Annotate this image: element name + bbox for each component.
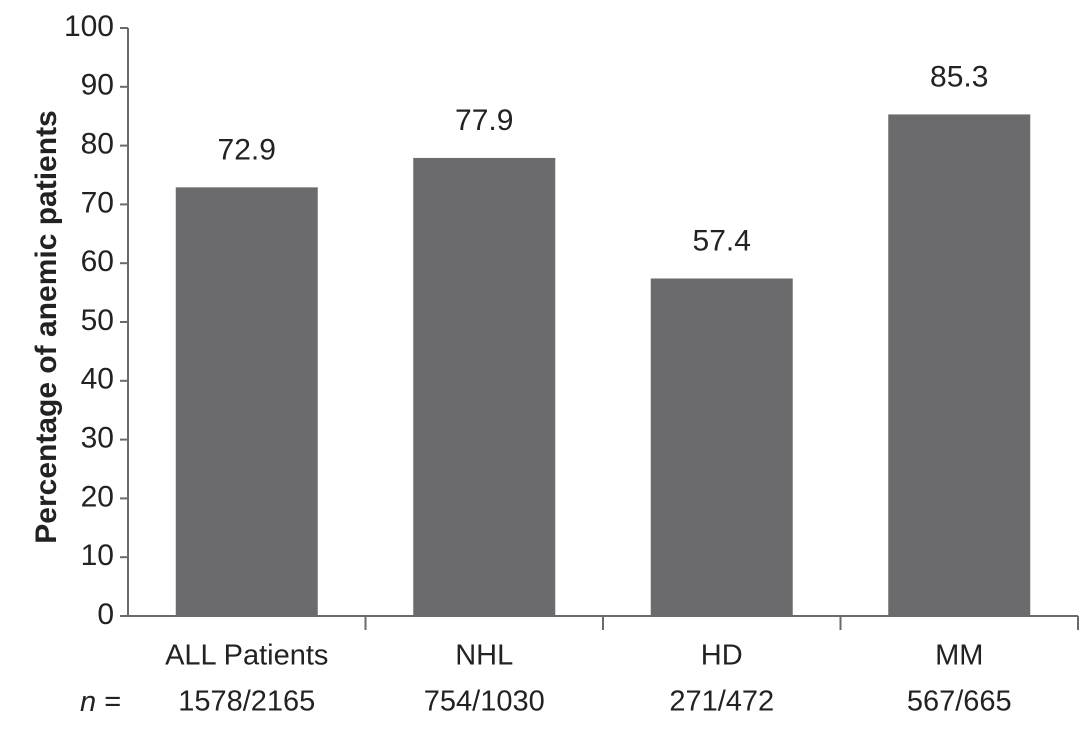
bar xyxy=(175,187,318,616)
y-axis: 0 10 20 30 40 50 60 70 80 90 100 xyxy=(64,10,129,631)
x-axis xyxy=(128,615,1079,630)
n-value-label: 271/472 xyxy=(669,686,774,718)
data-label: 85.3 xyxy=(930,60,988,93)
y-axis-title: Percentage of anemic patients xyxy=(30,110,63,543)
y-tick-label: 70 xyxy=(81,186,114,219)
bar xyxy=(650,278,793,616)
x-tick-label: ALL Patients xyxy=(165,640,328,672)
data-label: 57.4 xyxy=(693,224,751,257)
n-prefix-var: n xyxy=(80,686,96,718)
x-tick-label: HD xyxy=(701,640,743,672)
n-row: n = 1578/2165 754/1030 271/472 567/665 xyxy=(80,686,1012,718)
y-tick-label: 40 xyxy=(81,363,114,396)
y-tick-label: 80 xyxy=(81,128,114,161)
y-tick-label: 60 xyxy=(81,245,114,278)
y-tick-label: 0 xyxy=(97,598,114,631)
y-tick-label: 20 xyxy=(81,480,114,513)
n-prefix-eq: = xyxy=(96,686,121,718)
x-tick-label: MM xyxy=(935,640,983,672)
data-label: 72.9 xyxy=(218,133,276,166)
category-labels: ALL Patients NHL HD MM xyxy=(165,640,983,672)
y-tick-label: 10 xyxy=(81,539,114,572)
n-value-label: 1578/2165 xyxy=(178,686,315,718)
bars xyxy=(175,114,1031,616)
data-label: 77.9 xyxy=(455,104,513,137)
n-prefix: n = xyxy=(80,686,121,718)
n-value-label: 754/1030 xyxy=(424,686,545,718)
y-tick-label: 30 xyxy=(81,422,114,455)
y-tick-label: 90 xyxy=(81,69,114,102)
y-tick-label: 50 xyxy=(81,304,114,337)
y-axis-title-group: Percentage of anemic patients xyxy=(30,110,63,543)
x-tick-label: NHL xyxy=(455,640,513,672)
n-value-label: 567/665 xyxy=(907,686,1012,718)
y-tick-label: 100 xyxy=(64,10,114,43)
bar xyxy=(888,114,1031,616)
value-labels: 72.9 77.9 57.4 85.3 xyxy=(218,60,989,257)
bar xyxy=(413,157,556,616)
